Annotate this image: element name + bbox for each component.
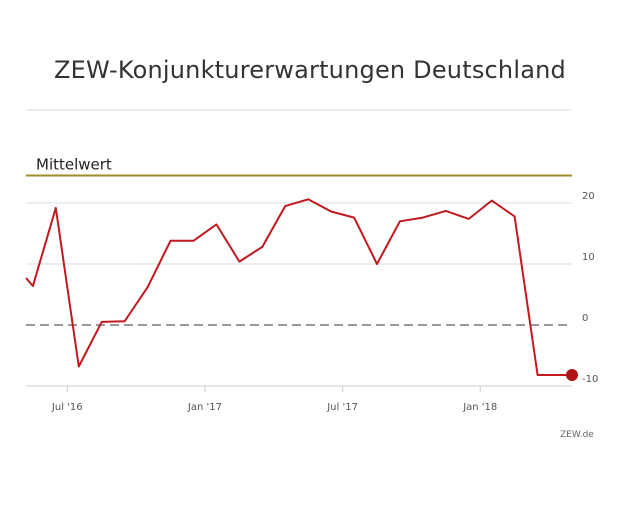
y-tick-label: 10 [582, 252, 595, 263]
y-tick-label: 20 [582, 191, 595, 202]
last-data-point [566, 369, 578, 382]
x-tick-label: Jul '17 [326, 402, 358, 413]
x-axis: Jul '16 Jan '17 Jul '17 Jan '18 [26, 385, 572, 413]
x-tick-label: Jan '17 [187, 402, 222, 413]
x-tick-label: Jul '16 [51, 402, 83, 413]
series-line [25, 198, 572, 376]
x-tick-label: Jan '18 [462, 402, 497, 413]
y-tick-label: -10 [582, 374, 598, 385]
series-group [25, 198, 578, 382]
source-credit: ZEW.de [560, 430, 594, 440]
mean-label: Mittelwert [36, 156, 112, 174]
mean-line-group: Mittelwert [26, 156, 572, 177]
chart-title: ZEW-Konjunkturerwartungen Deutschland [54, 56, 566, 84]
y-tick-label: 0 [582, 313, 588, 324]
grid-lines [26, 109, 572, 387]
y-axis-ticks: 20 10 0 -10 [582, 191, 598, 385]
